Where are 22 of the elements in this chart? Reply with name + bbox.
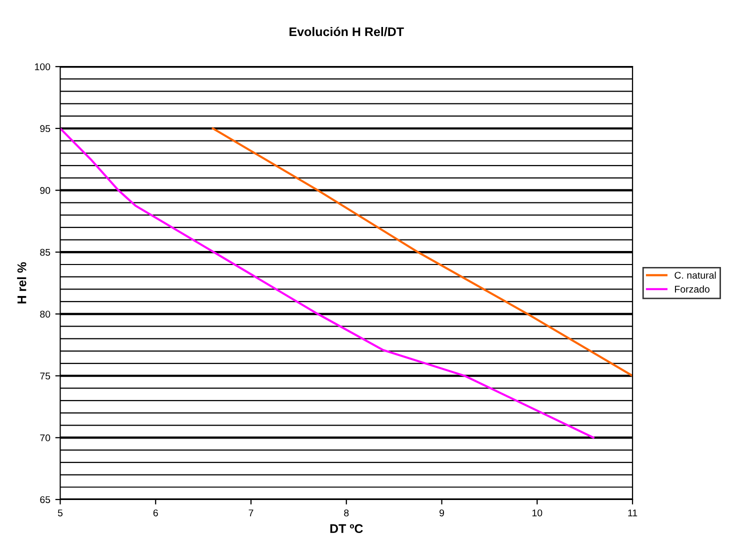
y-tick-label: 65: [40, 496, 50, 504]
y-tick-label: 80: [40, 310, 50, 318]
y-tick-label: 90: [40, 187, 50, 194]
x-tick-label: 10: [532, 509, 542, 516]
y-tick-label: 100: [35, 63, 50, 70]
legend-label: Forzado: [675, 285, 710, 293]
y-tick-label: 75: [40, 372, 50, 380]
x-tick-label: 11: [628, 510, 638, 516]
x-axis-title: DT ºC: [330, 524, 363, 534]
x-tick-label: 8: [344, 509, 349, 516]
legend-label: C. natural: [674, 272, 716, 279]
line-series: [60, 127, 594, 439]
x-tick-label: 7: [248, 510, 254, 516]
y-axis-title: H rel %: [17, 262, 26, 304]
x-tick-label: 6: [153, 509, 158, 516]
x-tick-label: 9: [440, 509, 444, 516]
x-tick-label: 5: [58, 510, 63, 516]
chart-title: Evolución H Rel/DT: [290, 26, 404, 36]
y-tick-label: 95: [40, 125, 50, 132]
y-tick-label: 85: [40, 248, 50, 256]
line-series: [212, 127, 633, 377]
y-tick-label: 70: [40, 434, 50, 442]
